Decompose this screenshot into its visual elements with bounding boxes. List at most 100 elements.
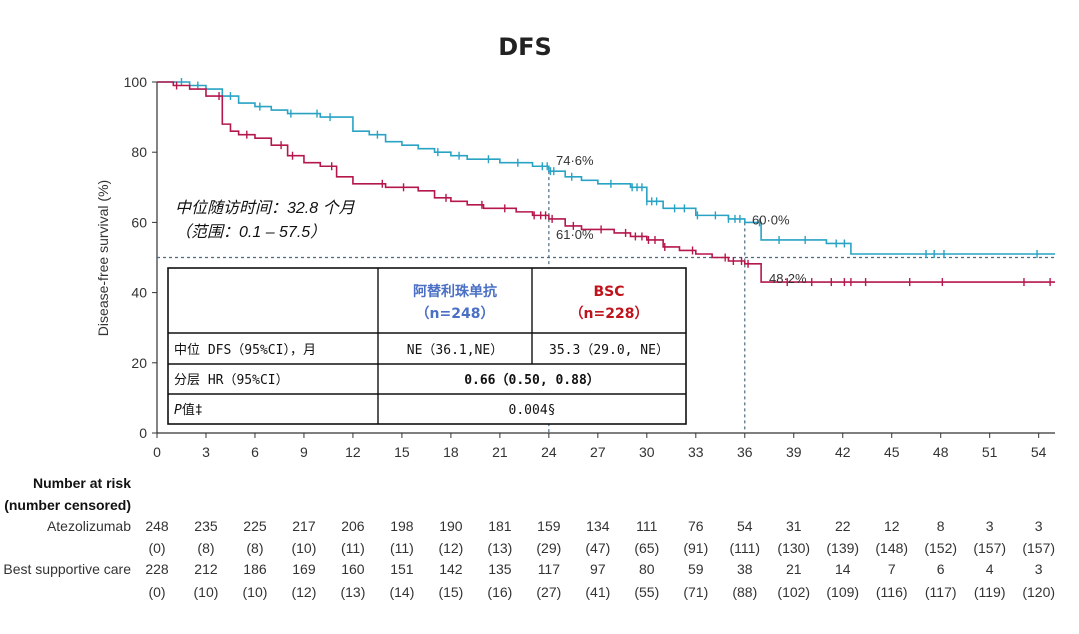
risk-censored-value: (8) bbox=[246, 540, 263, 556]
risk-at-risk-value: 4 bbox=[986, 561, 994, 577]
table-header-atezolizumab-n: （n=248） bbox=[416, 306, 495, 322]
risk-censored-value: (111) bbox=[729, 540, 760, 556]
survival-curves bbox=[157, 78, 1055, 287]
y-axis-label: Disease-free survival (%) bbox=[95, 180, 111, 336]
survival-line bbox=[157, 81, 1055, 283]
risk-heading-2: (number censored) bbox=[4, 497, 131, 513]
risk-at-risk-value: 160 bbox=[341, 561, 365, 577]
risk-censored-value: (148) bbox=[875, 540, 908, 556]
y-tick-label: 40 bbox=[131, 285, 147, 301]
risk-values: 248(0)235(8)225(8)217(10)206(11)198(11)1… bbox=[145, 518, 1055, 600]
risk-at-risk-value: 111 bbox=[636, 518, 657, 534]
risk-censored-value: (130) bbox=[777, 540, 810, 556]
risk-at-risk-value: 7 bbox=[888, 561, 896, 577]
follow-up-line-1: 中位随访时间：32.8 个月 bbox=[175, 199, 356, 217]
risk-at-risk-value: 31 bbox=[786, 518, 802, 534]
risk-at-risk-value: 186 bbox=[243, 561, 267, 577]
x-tick-label: 27 bbox=[590, 444, 606, 460]
x-tick-label: 48 bbox=[933, 444, 949, 460]
risk-at-risk-value: 151 bbox=[390, 561, 414, 577]
risk-at-risk-value: 198 bbox=[390, 518, 414, 534]
risk-at-risk-value: 97 bbox=[590, 561, 606, 577]
risk-censored-value: (16) bbox=[487, 584, 512, 600]
risk-at-risk-value: 12 bbox=[884, 518, 900, 534]
risk-at-risk-value: 169 bbox=[292, 561, 316, 577]
risk-at-risk-value: 235 bbox=[194, 518, 218, 534]
table-header-atezolizumab: 阿替利珠单抗 bbox=[413, 283, 497, 300]
risk-censored-value: (157) bbox=[973, 540, 1006, 556]
table-cell-hr: 0.66（0.50, 0.88） bbox=[464, 372, 600, 388]
risk-at-risk-value: 3 bbox=[1035, 561, 1043, 577]
risk-at-risk-value: 134 bbox=[586, 518, 610, 534]
risk-censored-value: (8) bbox=[197, 540, 214, 556]
x-tick-label: 18 bbox=[443, 444, 459, 460]
risk-censored-value: (102) bbox=[777, 584, 810, 600]
risk-at-risk-value: 142 bbox=[439, 561, 463, 577]
risk-censored-value: (152) bbox=[924, 540, 957, 556]
risk-at-risk-value: 54 bbox=[737, 518, 753, 534]
risk-at-risk-value: 8 bbox=[937, 518, 945, 534]
table-header-bsc: BSC bbox=[593, 284, 624, 300]
risk-table: Number at risk (number censored) Atezoli… bbox=[3, 475, 1055, 600]
risk-at-risk-value: 117 bbox=[538, 561, 561, 577]
risk-at-risk-value: 181 bbox=[488, 518, 512, 534]
risk-censored-value: (116) bbox=[876, 584, 908, 600]
table-cell-value: 35.3（29.0, NE） bbox=[549, 343, 669, 358]
risk-censored-value: (88) bbox=[732, 584, 757, 600]
risk-censored-value: (13) bbox=[487, 540, 512, 556]
x-tick-label: 36 bbox=[737, 444, 753, 460]
table-row-label-p: P值‡ bbox=[174, 402, 203, 418]
risk-at-risk-value: 38 bbox=[737, 561, 753, 577]
x-tick-label: 0 bbox=[153, 444, 161, 460]
x-tick-label: 42 bbox=[835, 444, 851, 460]
x-tick-label: 15 bbox=[394, 444, 410, 460]
risk-at-risk-value: 22 bbox=[835, 518, 851, 534]
x-tick-label: 3 bbox=[202, 444, 210, 460]
table-row-label: 中位 DFS（95%CI），月 bbox=[174, 343, 316, 358]
x-tick-label: 6 bbox=[251, 444, 259, 460]
risk-censored-value: (139) bbox=[826, 540, 859, 556]
risk-at-risk-value: 159 bbox=[537, 518, 561, 534]
risk-at-risk-value: 76 bbox=[688, 518, 704, 534]
x-tick-label: 45 bbox=[884, 444, 900, 460]
annotation-label: 74·6% bbox=[556, 153, 594, 168]
risk-at-risk-value: 212 bbox=[194, 561, 218, 577]
risk-censored-value: (29) bbox=[536, 540, 561, 556]
risk-censored-value: (117) bbox=[925, 584, 957, 600]
risk-censored-value: (119) bbox=[974, 584, 1006, 600]
survival-curve bbox=[157, 81, 1055, 287]
p-italic: P bbox=[174, 403, 182, 418]
x-tick-label: 39 bbox=[786, 444, 802, 460]
annotation-label: 61·0% bbox=[556, 227, 594, 242]
x-tick-label: 54 bbox=[1031, 444, 1047, 460]
table-cell-p-value: 0.004§ bbox=[509, 403, 556, 418]
annotation-label: 48·2% bbox=[769, 271, 807, 286]
x-tick-label: 33 bbox=[688, 444, 704, 460]
y-tick-label: 100 bbox=[124, 74, 148, 90]
risk-censored-value: (10) bbox=[243, 584, 268, 600]
annotations: 74·6% 61·0% 60·0% 48·2% bbox=[556, 153, 807, 286]
axes: 0 3 6 9 12 15 18 21 24 27 30 33 36 39 42 45 48 51 54020406… bbox=[124, 74, 1055, 460]
summary-table: 阿替利珠单抗 （n=248） BSC （n=228） 中位 DFS（95%CI）… bbox=[167, 267, 687, 425]
risk-censored-value: (91) bbox=[683, 540, 708, 556]
annotation-label: 60·0% bbox=[752, 212, 790, 227]
risk-censored-value: (0) bbox=[148, 584, 165, 600]
risk-at-risk-value: 190 bbox=[439, 518, 463, 534]
risk-at-risk-value: 3 bbox=[1035, 518, 1043, 534]
chart-title: DFS bbox=[498, 33, 552, 61]
follow-up-line-2: （范围：0.1 – 57.5） bbox=[175, 223, 326, 241]
risk-censored-value: (13) bbox=[340, 584, 365, 600]
y-tick-label: 80 bbox=[131, 144, 147, 160]
risk-at-risk-value: 248 bbox=[145, 518, 169, 534]
risk-group-label: Atezolizumab bbox=[47, 518, 131, 534]
risk-censored-value: (12) bbox=[291, 584, 316, 600]
risk-at-risk-value: 14 bbox=[835, 561, 851, 577]
risk-at-risk-value: 217 bbox=[292, 518, 316, 534]
x-tick-label: 30 bbox=[639, 444, 655, 460]
y-tick-label: 20 bbox=[131, 355, 147, 371]
risk-censored-value: (11) bbox=[390, 540, 414, 556]
risk-censored-value: (10) bbox=[194, 584, 219, 600]
y-tick-label: 60 bbox=[131, 214, 147, 230]
risk-at-risk-value: 135 bbox=[488, 561, 512, 577]
